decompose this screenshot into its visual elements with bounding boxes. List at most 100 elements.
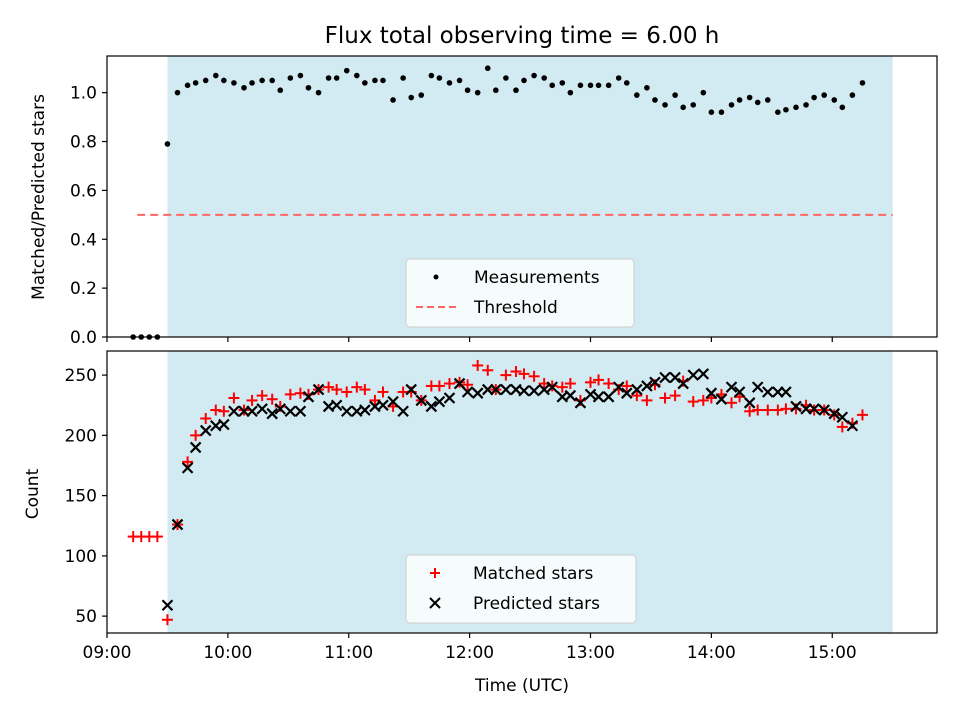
data-point (190, 429, 202, 441)
data-point (443, 378, 455, 390)
data-point (405, 383, 417, 396)
data-point (584, 388, 597, 401)
data-point (510, 365, 522, 377)
data-point (831, 97, 838, 103)
top-legend: Measurements Threshold (405, 258, 635, 328)
data-point (528, 384, 540, 397)
data-point (567, 89, 574, 96)
data-point (359, 384, 371, 396)
data-point (697, 368, 710, 380)
data-point (772, 404, 784, 416)
data-point (521, 77, 527, 84)
data-point (631, 383, 643, 396)
x-tick-label: 15:00 (808, 643, 857, 663)
data-point (595, 82, 602, 89)
data-point (839, 104, 846, 111)
data-point (700, 89, 707, 96)
data-point (821, 92, 827, 98)
data-point (456, 77, 463, 84)
data-point (408, 94, 414, 101)
data-point (761, 386, 774, 398)
y-tick-label: 0.8 (70, 133, 97, 153)
data-point (775, 109, 781, 115)
data-point (669, 371, 681, 384)
y-tick-label: 150 (65, 487, 97, 507)
data-point (836, 411, 849, 424)
data-point (333, 75, 340, 81)
data-point (605, 82, 612, 89)
data-point (659, 392, 671, 404)
data-point (189, 441, 202, 454)
data-point (644, 84, 650, 91)
data-point (256, 403, 268, 415)
data-point (484, 65, 491, 72)
y-tick-label: 0.2 (70, 279, 97, 299)
data-point (836, 421, 848, 433)
legend-marker-matched-stars (430, 568, 440, 578)
data-point (415, 394, 428, 407)
data-point (246, 394, 258, 406)
top-legend-box (405, 258, 635, 328)
data-point (249, 80, 255, 86)
data-point (708, 109, 715, 115)
data-point (677, 377, 689, 390)
data-point (493, 87, 499, 94)
data-point (818, 404, 830, 416)
data-point (587, 82, 594, 89)
data-point (751, 381, 764, 393)
data-point (297, 72, 304, 79)
bottom-legend-box (405, 554, 637, 624)
data-point (725, 381, 738, 393)
data-point (746, 94, 753, 101)
legend-label-predicted-stars: Predicted stars (473, 594, 600, 614)
data-point (715, 393, 728, 405)
data-point (418, 92, 425, 98)
bottom-legend: Matched stars Predicted stars (405, 554, 637, 624)
data-point (500, 383, 512, 396)
data-point (736, 97, 743, 103)
y-tick-label: 0.0 (70, 328, 97, 348)
data-point (343, 67, 350, 74)
data-point (182, 456, 194, 468)
data-point (856, 409, 868, 421)
data-point (593, 374, 605, 386)
data-point (256, 390, 268, 402)
data-point (474, 89, 481, 96)
data-point (341, 386, 353, 398)
data-point (705, 387, 718, 399)
data-point (728, 102, 735, 108)
data-point (602, 391, 615, 403)
data-point (808, 403, 820, 415)
top-series-0 (130, 65, 866, 340)
data-point (312, 383, 325, 396)
data-point (377, 386, 389, 398)
data-point (859, 80, 866, 86)
data-point (151, 531, 163, 543)
data-point (780, 386, 792, 398)
data-point (266, 393, 278, 405)
y-tick-label: 1.0 (70, 84, 97, 104)
y-tick-label: 50 (75, 607, 97, 627)
data-point (390, 97, 396, 103)
data-point (218, 405, 230, 417)
data-point (192, 80, 199, 86)
data-point (428, 72, 435, 79)
data-point (612, 381, 625, 393)
data-point (744, 405, 756, 417)
data-point (294, 405, 307, 418)
data-point (752, 404, 764, 416)
y-tick-label: 0.6 (70, 181, 97, 201)
data-point (377, 399, 389, 412)
data-point (331, 384, 343, 396)
data-point (387, 395, 399, 408)
x-tick-label: 12:00 (445, 643, 494, 663)
data-point (323, 381, 335, 393)
data-point (380, 77, 386, 84)
data-point (446, 80, 453, 86)
data-point (425, 400, 438, 413)
data-point (161, 614, 173, 626)
data-point (284, 388, 296, 400)
data-point (259, 77, 265, 84)
data-point (284, 405, 297, 418)
